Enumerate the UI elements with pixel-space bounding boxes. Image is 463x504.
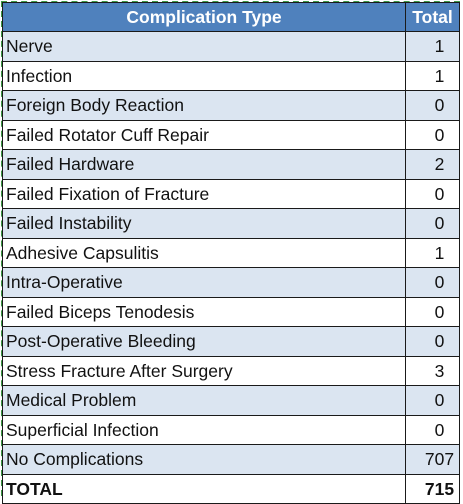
cell-total[interactable]: 0 <box>405 326 460 357</box>
table-row: Intra-Operative 0 <box>2 267 460 298</box>
table-row: Adhesive Capsulitis 1 <box>2 237 460 268</box>
cell-complication-type[interactable]: Adhesive Capsulitis <box>2 237 406 268</box>
table-row: Failed Biceps Tenodesis 0 <box>2 296 460 327</box>
header-total[interactable]: Total <box>405 2 460 32</box>
table-row: Failed Rotator Cuff Repair 0 <box>2 119 460 150</box>
table-row: Foreign Body Reaction 0 <box>2 90 460 121</box>
cell-total[interactable]: 0 <box>405 414 460 445</box>
cell-total[interactable]: 3 <box>405 355 460 386</box>
cell-complication-type[interactable]: Failed Fixation of Fracture <box>2 178 406 209</box>
cell-total[interactable]: 0 <box>405 90 460 121</box>
cell-complication-type[interactable]: No Complications <box>2 444 406 475</box>
cell-total[interactable]: 1 <box>405 237 460 268</box>
total-label[interactable]: TOTAL <box>2 473 406 504</box>
table-row: Superficial Infection 0 <box>2 414 460 445</box>
cell-complication-type[interactable]: Failed Rotator Cuff Repair <box>2 119 406 150</box>
cell-complication-type[interactable]: Post-Operative Bleeding <box>2 326 406 357</box>
cell-total[interactable]: 707 <box>405 444 460 475</box>
total-row: TOTAL 715 <box>2 473 460 504</box>
cell-total[interactable]: 0 <box>405 385 460 416</box>
cell-total[interactable]: 0 <box>405 178 460 209</box>
cell-total[interactable]: 1 <box>405 60 460 91</box>
table-row: Failed Instability 0 <box>2 208 460 239</box>
table-row: Failed Hardware 2 <box>2 149 460 180</box>
table-row: Post-Operative Bleeding 0 <box>2 326 460 357</box>
cell-total[interactable]: 1 <box>405 31 460 62</box>
cell-complication-type[interactable]: Superficial Infection <box>2 414 406 445</box>
cell-complication-type[interactable]: Failed Hardware <box>2 149 406 180</box>
cell-total[interactable]: 2 <box>405 149 460 180</box>
table-row: Infection 1 <box>2 60 460 91</box>
cell-complication-type[interactable]: Failed Biceps Tenodesis <box>2 296 406 327</box>
cell-total[interactable]: 0 <box>405 119 460 150</box>
table-row: Medical Problem 0 <box>2 385 460 416</box>
table-row: Nerve 1 <box>2 31 460 62</box>
cell-complication-type[interactable]: Failed Instability <box>2 208 406 239</box>
header-row: Complication Type Total <box>2 2 460 32</box>
cell-total[interactable]: 0 <box>405 296 460 327</box>
cell-complication-type[interactable]: Nerve <box>2 31 406 62</box>
table-row: Failed Fixation of Fracture 0 <box>2 178 460 209</box>
cell-complication-type[interactable]: Medical Problem <box>2 385 406 416</box>
table-row: No Complications 707 <box>2 444 460 475</box>
cell-total[interactable]: 0 <box>405 267 460 298</box>
cell-complication-type[interactable]: Foreign Body Reaction <box>2 90 406 121</box>
cell-total[interactable]: 0 <box>405 208 460 239</box>
table-row: Stress Fracture After Surgery 3 <box>2 355 460 386</box>
total-value[interactable]: 715 <box>405 473 460 504</box>
cell-complication-type[interactable]: Stress Fracture After Surgery <box>2 355 406 386</box>
cell-complication-type[interactable]: Infection <box>2 60 406 91</box>
cell-complication-type[interactable]: Intra-Operative <box>2 267 406 298</box>
header-complication-type[interactable]: Complication Type <box>2 2 406 32</box>
